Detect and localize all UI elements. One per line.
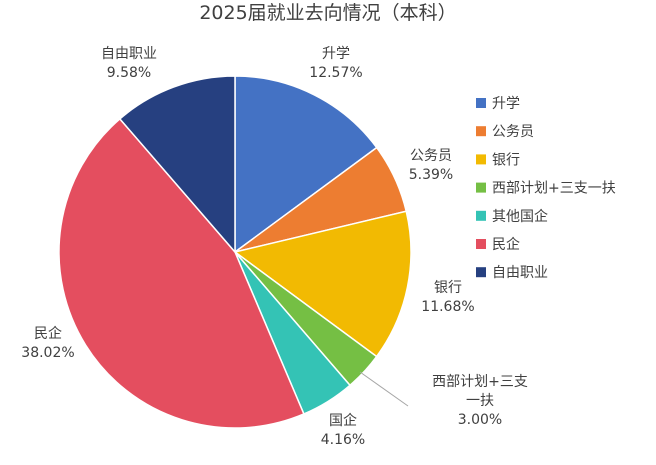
slice-1-wedge — [234, 75, 378, 254]
slice-5-category-label: 国企 — [329, 412, 357, 429]
legend-label-1: 升学 — [492, 96, 520, 112]
slice-3-value-label: 11.68% — [421, 299, 474, 315]
legend-swatch-7 — [476, 267, 486, 278]
legend-label-3: 银行 — [492, 152, 520, 168]
slice-6-category-label: 民企 — [34, 325, 62, 342]
slice-2-category-label: 公务员 — [410, 148, 452, 164]
slice-4-leader-line — [359, 371, 409, 407]
slice-6-value-label: 38.02% — [21, 345, 74, 361]
legend-swatch-6 — [476, 239, 486, 249]
label-leader-lines — [359, 371, 409, 407]
slice-4-value-label: 3.00% — [458, 412, 502, 428]
slice-3-category-label: 银行 — [434, 280, 462, 296]
slice-4-category-label: 一扶 — [466, 393, 494, 409]
legend-label-5: 其他国企 — [492, 208, 548, 225]
slice-5-value-label: 4.16% — [321, 432, 365, 448]
legend-label-4: 西部计划+三支一扶 — [492, 181, 616, 197]
slice-1-category-label: 升学 — [322, 46, 350, 62]
slice-6-wedge — [58, 117, 305, 429]
slice-4-category-label: 西部计划+三支 — [432, 374, 528, 390]
legend-swatch-5 — [476, 210, 486, 221]
legend-label-7: 自由职业 — [492, 265, 548, 281]
chart-title: 2025届就业去向情况（本科） — [199, 2, 456, 24]
legend-label-6: 民企 — [492, 236, 520, 253]
legend-swatch-1 — [476, 98, 486, 108]
legend-swatch-2 — [476, 126, 486, 137]
slice-7-value-label: 9.58% — [107, 65, 151, 81]
slice-3-wedge — [233, 210, 412, 358]
legend-swatch-4 — [476, 182, 486, 193]
pie-slices — [58, 75, 412, 429]
legend-label-2: 公务员 — [492, 124, 534, 140]
slice-7-wedge — [118, 75, 236, 255]
slice-2-value-label: 5.39% — [409, 167, 453, 183]
data-labels: 升学 12.57% 公务员 5.39% 银行 11.68% 西部计划+三支一扶 3.00% 国企… — [21, 46, 528, 448]
legend-swatch-3 — [476, 154, 486, 165]
slice-1-value-label: 12.57% — [309, 65, 362, 81]
slice-7-category-label: 自由职业 — [101, 46, 157, 62]
